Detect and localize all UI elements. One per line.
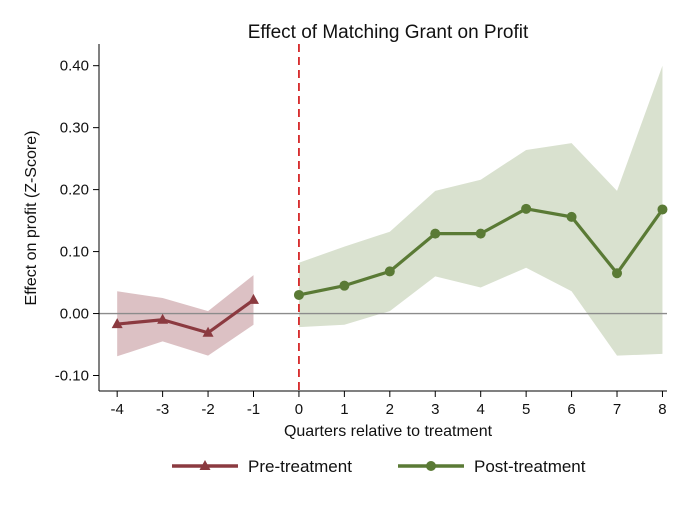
data-point-0-1	[157, 313, 169, 324]
confidence-band-1	[298, 65, 663, 356]
data-point-1-6	[566, 211, 577, 222]
x-tick-label-5: 1	[340, 401, 348, 418]
y-tick-label-5: 0.40	[60, 58, 89, 75]
legend-marker-0	[199, 460, 211, 470]
plot-area	[99, 44, 668, 391]
x-tick-label-0: -4	[111, 401, 124, 418]
y-axis-title: Effect on profit (Z-Score)	[23, 131, 40, 306]
legend: Pre-treatment Post-treatment	[172, 457, 586, 476]
data-point-1-4	[475, 228, 486, 239]
x-tick-label-11: 7	[613, 401, 621, 418]
x-tick-label-1: -3	[156, 401, 169, 418]
y-tick-label-0: -0.10	[55, 368, 89, 385]
y-tick-label-2: 0.10	[60, 244, 89, 261]
chart-title: Effect of Matching Grant on Profit	[248, 22, 529, 43]
x-tick-label-7: 3	[431, 401, 439, 418]
data-point-1-2	[384, 266, 395, 277]
x-tick-label-3: -1	[247, 401, 260, 418]
data-point-1-3	[430, 228, 441, 239]
x-tick-label-2: -2	[201, 401, 214, 418]
legend-label-0: Pre-treatment	[248, 457, 352, 476]
data-point-0-3	[247, 293, 259, 304]
x-tick-label-12: 8	[658, 401, 666, 418]
series-line-0	[117, 298, 255, 335]
legend-label-1: Post-treatment	[474, 457, 586, 476]
x-axis-title: Quarters relative to treatment	[284, 423, 493, 440]
y-tick-label-4: 0.30	[60, 120, 89, 137]
x-tick-label-6: 2	[386, 401, 394, 418]
x-tick-label-9: 5	[522, 401, 530, 418]
data-point-0-0	[111, 318, 123, 329]
data-point-1-7	[612, 268, 623, 279]
data-point-1-5	[521, 203, 532, 214]
data-point-1-8	[657, 204, 668, 215]
x-tick-label-10: 6	[567, 401, 575, 418]
x-tick-label-4: 0	[295, 401, 303, 418]
legend-marker-1	[426, 461, 436, 471]
data-point-1-0	[293, 289, 304, 300]
x-tick-label-8: 4	[477, 401, 485, 418]
data-point-0-2	[202, 326, 214, 337]
y-tick-label-1: 0.00	[60, 306, 89, 323]
y-tick-label-3: 0.20	[60, 182, 89, 199]
confidence-band-0	[117, 275, 254, 357]
axes: -0.10 0.00 0.10 0.20 0.30 0.40 -4 -3 -2 -1 0 1 2 3 4 5 6…	[55, 44, 667, 418]
data-point-1-1	[339, 280, 350, 291]
